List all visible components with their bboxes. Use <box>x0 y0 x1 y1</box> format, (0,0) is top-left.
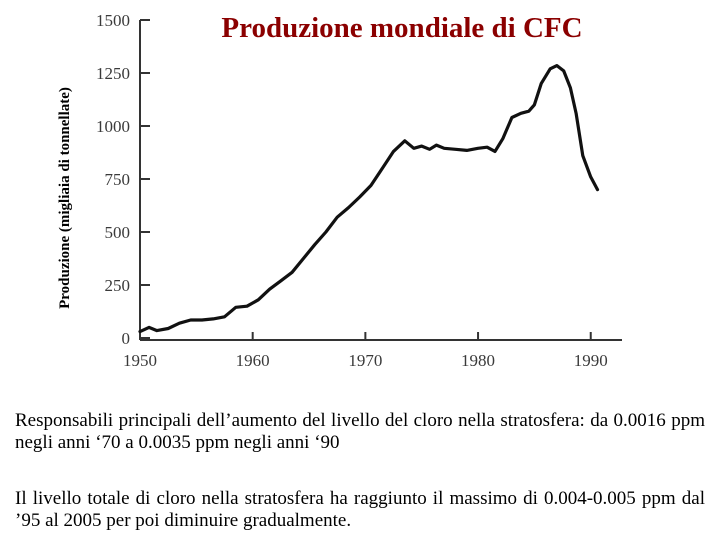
y-tick-label: 0 <box>122 329 131 348</box>
x-tick-label: 1950 <box>123 351 157 370</box>
y-tick-label: 750 <box>105 170 131 189</box>
y-axis-label: Produzione (migliaia di tonnellate) <box>57 87 73 309</box>
y-tick-label: 1500 <box>96 11 130 30</box>
x-tick-label: 1970 <box>348 351 382 370</box>
chart-title: Produzione mondiale di CFC <box>221 12 582 44</box>
x-tick-label: 1990 <box>574 351 608 370</box>
cfc-production-chart: 0 250 500 750 1000 1250 1500 1950 1960 1970 1980 19… <box>57 11 622 370</box>
y-tick-label: 1000 <box>96 117 130 136</box>
chlorine-increase-paragraph: Responsabili principali dell’aumento del… <box>15 410 705 453</box>
y-tick-label: 500 <box>105 223 131 242</box>
chart-ticks: 0 250 500 750 1000 1250 1500 1950 1960 1970 1980 19… <box>96 11 608 370</box>
chart-series <box>138 63 600 334</box>
y-tick-label: 250 <box>105 276 131 295</box>
y-tick-label: 1250 <box>96 64 130 83</box>
x-tick-label: 1960 <box>236 351 270 370</box>
cfc-production-line <box>138 63 600 334</box>
x-tick-label: 1980 <box>461 351 495 370</box>
chlorine-peak-paragraph: Il livello totale di cloro nella stratos… <box>15 488 705 531</box>
